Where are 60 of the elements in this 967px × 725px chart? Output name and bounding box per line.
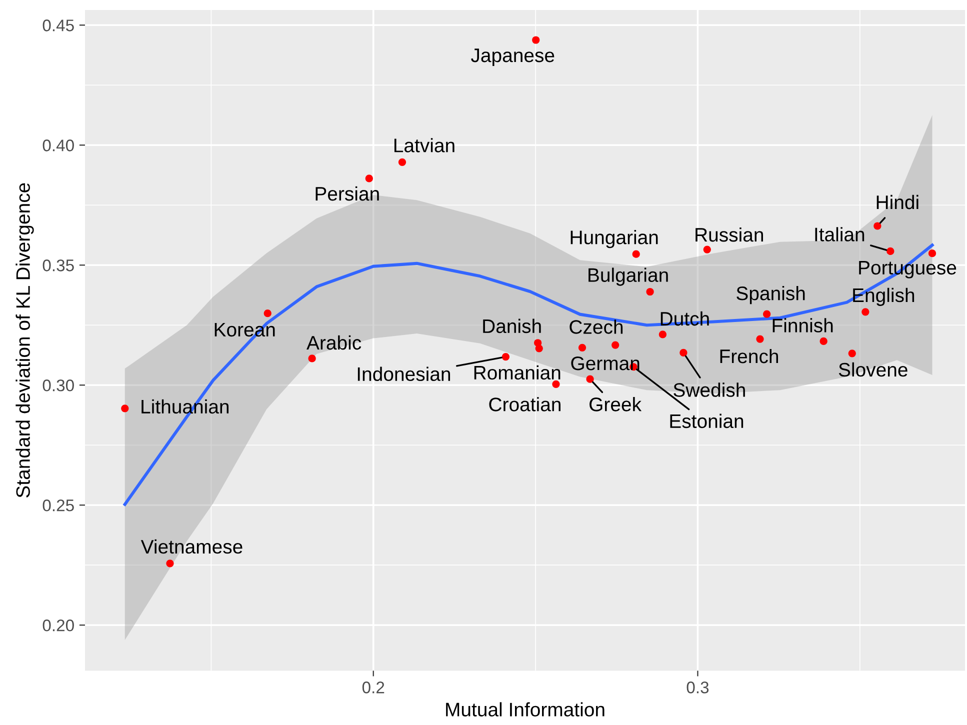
point: [578, 344, 586, 352]
point: [166, 560, 174, 568]
point: [552, 380, 560, 388]
annotation: Hungarian: [570, 230, 658, 248]
point: [532, 36, 540, 44]
annotation: Czech: [570, 320, 623, 334]
annotation: French: [720, 348, 778, 364]
y-tick-label: 0.45: [42, 20, 74, 32]
point: [763, 310, 771, 318]
y-tick-label: 0.30: [42, 380, 74, 392]
annotation: Greek: [590, 397, 642, 412]
point: [612, 341, 620, 349]
y-tick-label: 0.20: [42, 620, 74, 632]
annotation: Danish: [483, 318, 541, 334]
annotation: Bulgarian: [588, 268, 668, 286]
y-axis-title: Standard deviation of KL Divergence: [16, 183, 34, 498]
y-tick-label: 0.35: [42, 260, 74, 272]
annotation: Spanish: [736, 286, 805, 304]
point: [398, 158, 406, 166]
annotation: Italian: [815, 227, 864, 242]
annotation: Latvian: [394, 138, 454, 152]
annotation: Persian: [316, 186, 379, 201]
point: [586, 375, 594, 383]
point: [121, 404, 129, 412]
point: [264, 310, 272, 318]
point: [680, 348, 688, 357]
point: [756, 335, 764, 343]
point: [632, 250, 640, 258]
x-axis-title: Mutual Information: [446, 702, 604, 716]
point: [874, 222, 882, 230]
point: [502, 352, 510, 361]
annotation: Romanian: [474, 365, 560, 380]
point: [928, 250, 936, 258]
point: [535, 344, 543, 352]
point: [820, 337, 828, 345]
annotation: English: [853, 288, 914, 306]
point: [308, 354, 316, 362]
point: [848, 350, 856, 358]
annotation: Finnish: [772, 318, 833, 332]
annotation: Indonesian: [358, 366, 450, 382]
annotation: Arabic: [306, 335, 362, 350]
point: [886, 247, 894, 255]
point: [646, 288, 654, 296]
point: [862, 308, 870, 316]
x-tick-label: 0.3: [686, 682, 709, 694]
annotation: German: [571, 356, 640, 370]
annotation: Russian: [696, 227, 763, 242]
annotation: Vietnamese: [140, 539, 242, 554]
y-tick-label: 0.25: [42, 500, 74, 512]
point: [658, 330, 666, 338]
annotation: Estonian: [670, 414, 744, 428]
annotation: Japanese: [471, 48, 554, 66]
annotation: Croatian: [489, 397, 560, 412]
y-tick-label: 0.40: [42, 140, 74, 152]
x-tick-label: 0.2: [362, 682, 384, 694]
point: [703, 246, 711, 254]
annotation: Swedish: [674, 382, 745, 397]
annotation: Slovene: [838, 362, 908, 377]
annotation: Hindi: [876, 194, 918, 210]
point: [365, 174, 373, 182]
